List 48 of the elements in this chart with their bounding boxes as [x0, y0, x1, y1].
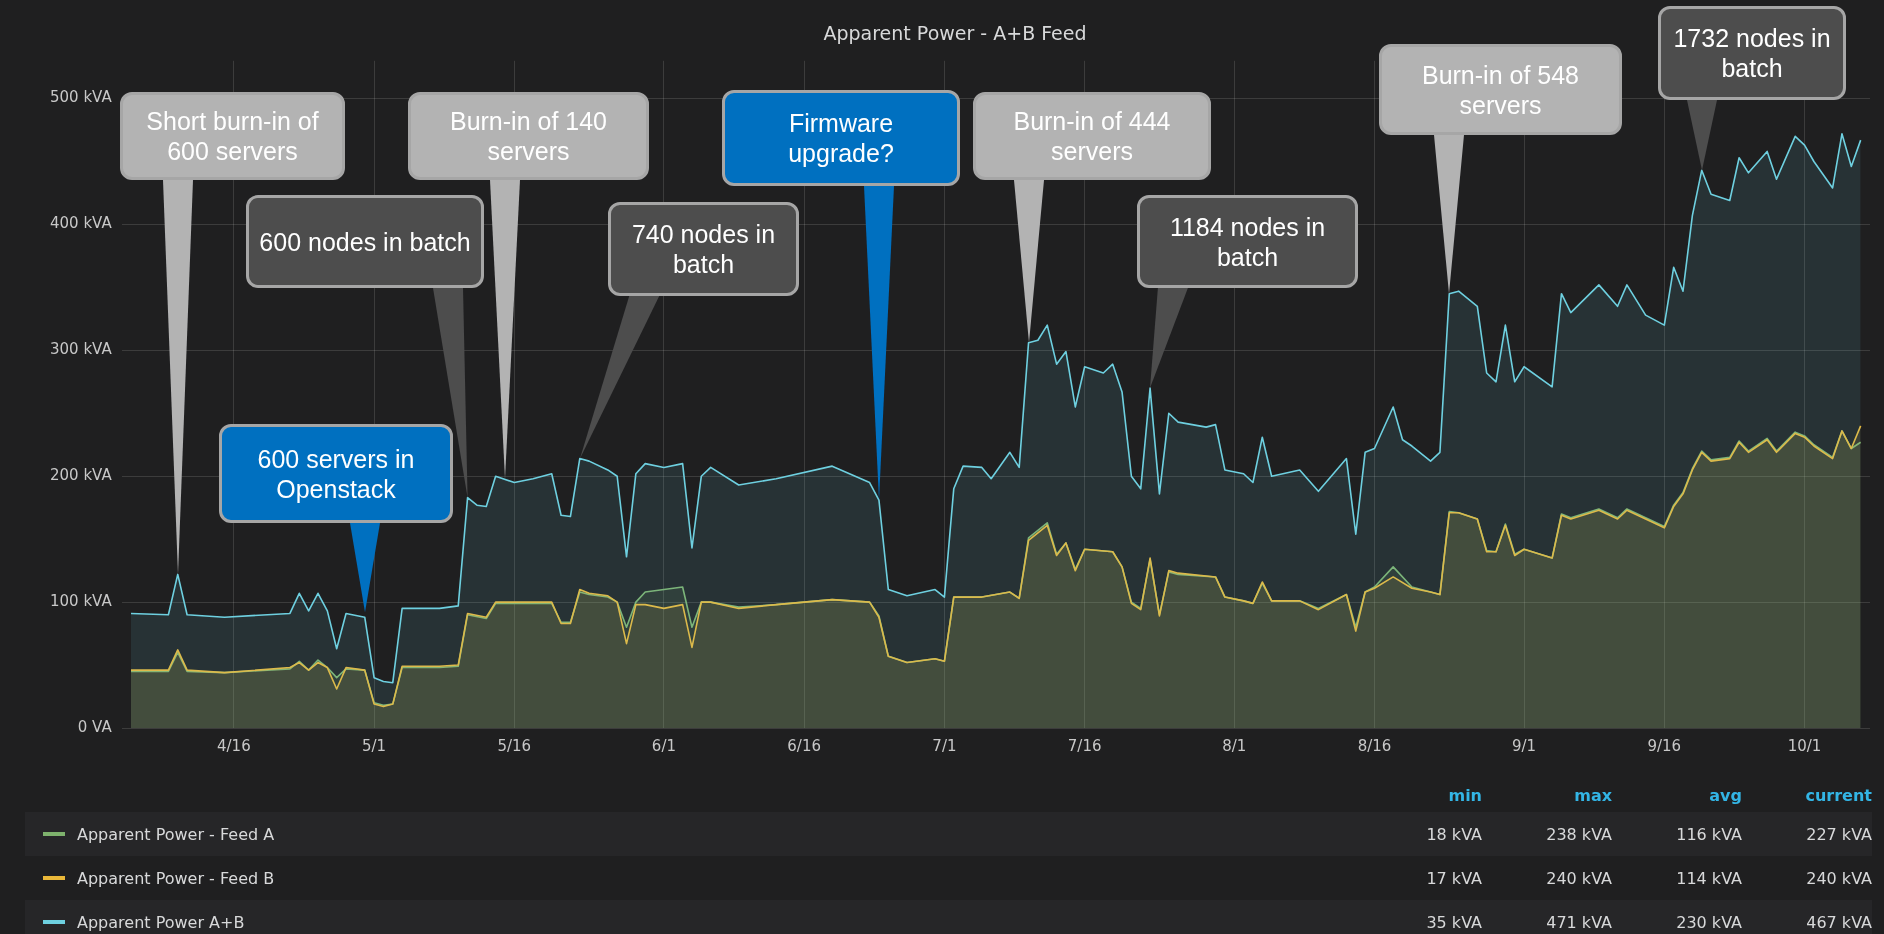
legend-label: Apparent Power - Feed B: [77, 868, 275, 888]
y-tick-label: 100 kVA: [49, 592, 113, 610]
x-tick-label: 8/16: [1357, 736, 1392, 755]
speech-bubble: Short burn-in of 600 servers: [120, 92, 345, 180]
y-tick-label: 500 kVA: [49, 88, 113, 107]
speech-bubble: 1732 nodes in batch: [1658, 6, 1846, 100]
x-tick-label: 7/16: [1067, 736, 1102, 755]
text: min: [1447, 785, 1482, 805]
speech-bubble: Burn-in of 140 servers: [408, 92, 649, 180]
speech-bubble: Burn-in of 444 servers: [973, 92, 1211, 180]
speech-bubble: 1184 nodes in batch: [1137, 195, 1358, 288]
chart-title: Apparent Power - A+B Feed: [823, 22, 1087, 45]
x-tick-label: 5/16: [497, 736, 532, 755]
speech-bubble: 600 nodes in batch: [246, 195, 484, 288]
speech-bubble: 740 nodes in batch: [608, 202, 799, 296]
legend-label: Apparent Power - Feed A: [77, 824, 275, 844]
speech-bubble: Firmware upgrade?: [722, 90, 960, 186]
x-tick-label: 9/16: [1647, 736, 1682, 755]
x-tick-label: 8/1: [1222, 736, 1247, 755]
text: 471 kVA: [1545, 912, 1612, 932]
y-tick-label: 200 kVA: [49, 466, 113, 485]
text: 467 kVA: [1805, 912, 1872, 932]
y-tick-label: 300 kVA: [49, 340, 113, 359]
text: 114 kVA: [1675, 868, 1742, 888]
x-tick-label: 7/1: [932, 736, 957, 755]
text: avg: [1708, 785, 1742, 805]
text: 18 kVA: [1425, 824, 1482, 844]
text: 227 kVA: [1805, 824, 1872, 844]
legend-label: Apparent Power A+B: [77, 912, 245, 932]
text: current: [1804, 785, 1872, 805]
x-tick-label: 5/1: [362, 736, 387, 755]
text: 240 kVA: [1805, 868, 1872, 888]
text: 230 kVA: [1675, 912, 1742, 932]
text: 116 kVA: [1675, 824, 1742, 844]
text: 238 kVA: [1545, 824, 1612, 844]
text: 17 kVA: [1425, 868, 1482, 888]
speech-bubble: 600 servers in Openstack: [219, 424, 453, 523]
x-tick-label: 9/1: [1512, 736, 1537, 755]
text: 240 kVA: [1545, 868, 1612, 888]
x-tick-label: 6/16: [787, 736, 821, 755]
speech-bubble: Burn-in of 548 servers: [1379, 44, 1622, 135]
text: max: [1573, 785, 1612, 805]
x-tick-label: 4/16: [217, 736, 251, 755]
x-tick-label: 10/1: [1787, 736, 1822, 755]
x-tick-label: 6/1: [651, 736, 676, 755]
text: 35 kVA: [1425, 912, 1482, 932]
y-tick-label: 0 VA: [77, 717, 113, 736]
y-tick-label: 400 kVA: [49, 214, 113, 233]
